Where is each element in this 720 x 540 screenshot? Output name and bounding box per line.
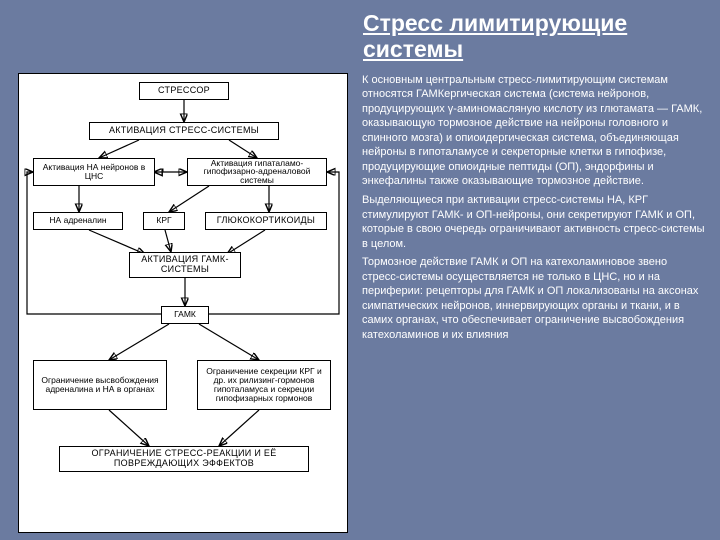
flow-edge bbox=[199, 324, 259, 360]
flow-node-n5: НА адреналин bbox=[33, 212, 123, 230]
slide-title: Стресс лимитирующие системы bbox=[363, 10, 706, 63]
flow-edge bbox=[227, 230, 265, 254]
flow-edge bbox=[109, 324, 169, 360]
flow-node-n12: ОГРАНИЧЕНИЕ СТРЕСС-РЕАКЦИИ И ЕЁ ПОВРЕЖДА… bbox=[59, 446, 309, 472]
flow-edge bbox=[109, 410, 149, 446]
flow-edge bbox=[89, 230, 145, 254]
flow-node-n4: Активация гипаталамо-гипофизарно-адренал… bbox=[187, 158, 327, 186]
flow-node-n9: ГАМК bbox=[161, 306, 209, 324]
flow-node-n2: АКТИВАЦИЯ СТРЕСС-СИСТЕМЫ bbox=[89, 122, 279, 140]
flow-edge bbox=[229, 140, 257, 158]
body-paragraph: К основным центральным стресс-лимитирующ… bbox=[362, 73, 706, 189]
flow-edge bbox=[27, 172, 161, 314]
body-text: К основным центральным стресс-лимитирующ… bbox=[362, 73, 706, 346]
flow-node-n10: Ограничение высвобождения адреналина и Н… bbox=[33, 360, 167, 410]
body-paragraph: Тормозное действие ГАМК и ОП на катехола… bbox=[362, 255, 706, 342]
flow-node-n11: Ограничение секреции КРГ и др. их рилизи… bbox=[197, 360, 331, 410]
flow-node-n1: СТРЕССОР bbox=[139, 82, 229, 100]
flow-node-n7: ГЛЮКОКОРТИКОИДЫ bbox=[205, 212, 327, 230]
flow-edge bbox=[99, 140, 139, 158]
slide: Стресс лимитирующие системы СТРЕССОР АКТИ… bbox=[0, 0, 720, 540]
flow-edge bbox=[219, 410, 259, 446]
flow-node-n8: АКТИВАЦИЯ ГАМК-СИСТЕМЫ bbox=[129, 252, 241, 278]
flow-node-n3: Активация НА нейронов в ЦНС bbox=[33, 158, 155, 186]
body-paragraph: Выделяющиеся при активации стресс-систем… bbox=[362, 193, 706, 251]
flowchart-panel: СТРЕССОР АКТИВАЦИЯ СТРЕСС-СИСТЕМЫ Активаци… bbox=[18, 73, 348, 533]
flow-edge bbox=[169, 186, 209, 212]
flow-edge bbox=[165, 230, 171, 252]
content-row: СТРЕССОР АКТИВАЦИЯ СТРЕСС-СИСТЕМЫ Активаци… bbox=[18, 73, 706, 533]
flow-node-n6: КРГ bbox=[143, 212, 185, 230]
flow-edge bbox=[209, 172, 339, 314]
